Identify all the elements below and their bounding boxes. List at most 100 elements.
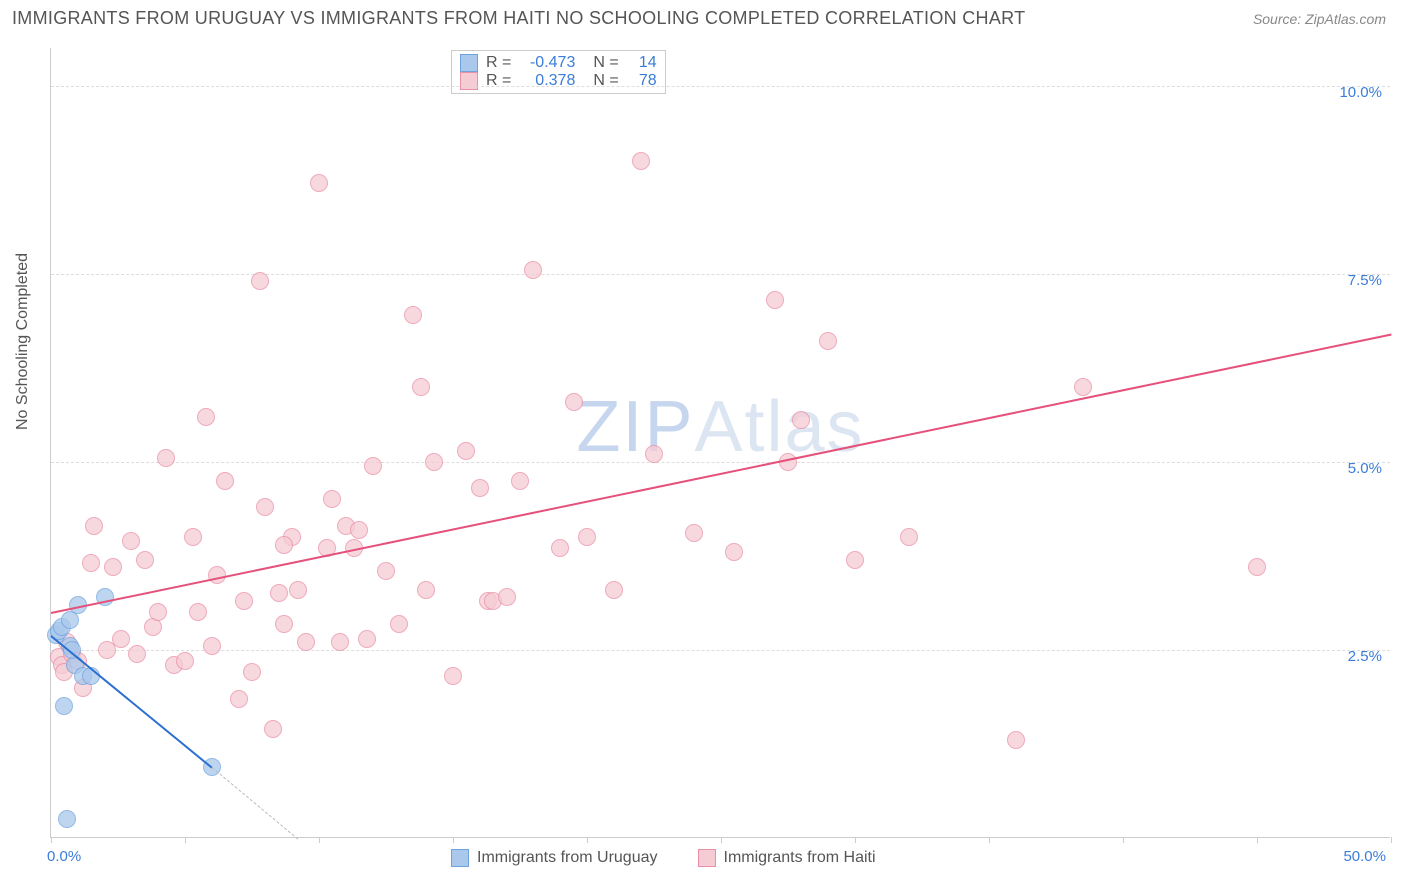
- data-point-haiti: [632, 152, 650, 170]
- legend-swatch-uruguay: [451, 849, 469, 867]
- data-point-haiti: [310, 174, 328, 192]
- x-axis-end-label: 50.0%: [1343, 848, 1386, 865]
- watermark: ZIPAtlas: [576, 386, 864, 468]
- data-point-haiti: [184, 528, 202, 546]
- data-point-haiti: [82, 554, 100, 572]
- r-label: R =: [486, 54, 511, 72]
- x-tick: [989, 837, 990, 843]
- data-point-haiti: [297, 633, 315, 651]
- data-point-uruguay: [58, 810, 76, 828]
- data-point-haiti: [725, 543, 743, 561]
- x-tick: [1257, 837, 1258, 843]
- data-point-haiti: [605, 581, 623, 599]
- data-point-haiti: [425, 453, 443, 471]
- stats-row-uruguay: R = -0.473 N = 14: [460, 54, 657, 72]
- data-point-haiti: [230, 690, 248, 708]
- data-point-haiti: [358, 630, 376, 648]
- legend-item-uruguay: Immigrants from Uruguay: [451, 849, 658, 867]
- chart-title: IMMIGRANTS FROM URUGUAY VS IMMIGRANTS FR…: [12, 8, 1025, 29]
- r-value-haiti: 0.378: [519, 72, 575, 90]
- data-point-haiti: [256, 498, 274, 516]
- data-point-haiti: [792, 411, 810, 429]
- data-point-haiti: [85, 517, 103, 535]
- x-tick: [1391, 837, 1392, 843]
- x-tick: [453, 837, 454, 843]
- x-tick: [587, 837, 588, 843]
- data-point-haiti: [565, 393, 583, 411]
- x-tick: [319, 837, 320, 843]
- r-value-uruguay: -0.473: [519, 54, 575, 72]
- data-point-haiti: [766, 291, 784, 309]
- x-tick: [1123, 837, 1124, 843]
- n-label: N =: [593, 72, 618, 90]
- stats-row-haiti: R = 0.378 N = 78: [460, 72, 657, 90]
- data-point-haiti: [270, 584, 288, 602]
- source-attribution: Source: ZipAtlas.com: [1253, 11, 1386, 27]
- data-point-haiti: [112, 630, 130, 648]
- data-point-haiti: [511, 472, 529, 490]
- data-point-haiti: [136, 551, 154, 569]
- data-point-haiti: [251, 272, 269, 290]
- n-label: N =: [593, 54, 618, 72]
- x-tick: [51, 837, 52, 843]
- data-point-haiti: [685, 524, 703, 542]
- r-label: R =: [486, 72, 511, 90]
- trend-extrapolation-uruguay: [211, 767, 297, 839]
- data-point-haiti: [208, 566, 226, 584]
- data-point-haiti: [900, 528, 918, 546]
- data-point-haiti: [243, 663, 261, 681]
- swatch-uruguay: [460, 54, 478, 72]
- data-point-haiti: [157, 449, 175, 467]
- x-tick: [855, 837, 856, 843]
- data-point-haiti: [819, 332, 837, 350]
- data-point-haiti: [331, 633, 349, 651]
- x-axis-start-label: 0.0%: [47, 848, 81, 865]
- data-point-haiti: [289, 581, 307, 599]
- y-axis-title: No Schooling Completed: [14, 253, 32, 430]
- data-point-haiti: [197, 408, 215, 426]
- data-point-haiti: [122, 532, 140, 550]
- y-tick-label: 2.5%: [1348, 648, 1382, 665]
- gridline: [51, 274, 1390, 275]
- data-point-haiti: [323, 490, 341, 508]
- data-point-haiti: [551, 539, 569, 557]
- x-tick: [185, 837, 186, 843]
- data-point-haiti: [216, 472, 234, 490]
- legend-swatch-haiti: [698, 849, 716, 867]
- data-point-haiti: [444, 667, 462, 685]
- data-point-haiti: [404, 306, 422, 324]
- data-point-haiti: [1007, 731, 1025, 749]
- data-point-haiti: [176, 652, 194, 670]
- data-point-haiti: [364, 457, 382, 475]
- data-point-haiti: [350, 521, 368, 539]
- data-point-haiti: [457, 442, 475, 460]
- data-point-haiti: [846, 551, 864, 569]
- legend-label-uruguay: Immigrants from Uruguay: [477, 849, 658, 867]
- y-tick-label: 10.0%: [1339, 84, 1382, 101]
- data-point-haiti: [203, 637, 221, 655]
- data-point-haiti: [128, 645, 146, 663]
- n-value-haiti: 78: [627, 72, 657, 90]
- data-point-haiti: [275, 536, 293, 554]
- data-point-haiti: [412, 378, 430, 396]
- data-point-haiti: [524, 261, 542, 279]
- data-point-haiti: [578, 528, 596, 546]
- data-point-haiti: [189, 603, 207, 621]
- gridline: [51, 650, 1390, 651]
- legend-item-haiti: Immigrants from Haiti: [698, 849, 876, 867]
- gridline: [51, 86, 1390, 87]
- data-point-haiti: [417, 581, 435, 599]
- y-tick-label: 7.5%: [1348, 272, 1382, 289]
- legend-label-haiti: Immigrants from Haiti: [724, 849, 876, 867]
- data-point-haiti: [264, 720, 282, 738]
- data-point-haiti: [645, 445, 663, 463]
- chart-plot-area: ZIPAtlas R = -0.473 N = 14 R = 0.378 N =…: [50, 48, 1390, 838]
- data-point-haiti: [1248, 558, 1266, 576]
- legend: Immigrants from Uruguay Immigrants from …: [451, 849, 876, 867]
- data-point-haiti: [471, 479, 489, 497]
- data-point-haiti: [390, 615, 408, 633]
- data-point-haiti: [377, 562, 395, 580]
- data-point-haiti: [104, 558, 122, 576]
- data-point-uruguay: [55, 697, 73, 715]
- x-tick: [721, 837, 722, 843]
